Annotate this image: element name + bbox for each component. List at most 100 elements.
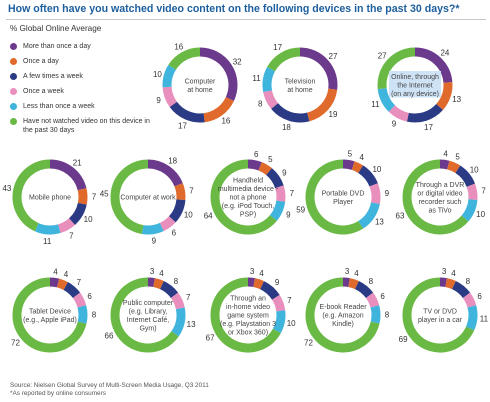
donut-segment bbox=[110, 159, 149, 234]
value-label: 32 bbox=[233, 57, 242, 66]
donut-segment bbox=[305, 159, 364, 235]
value-label: 8 bbox=[174, 277, 179, 286]
donut-segment bbox=[271, 294, 286, 312]
value-label: 72 bbox=[11, 338, 20, 347]
value-label: 27 bbox=[378, 52, 387, 61]
donut-segment bbox=[171, 307, 186, 337]
value-label: 18 bbox=[282, 123, 291, 132]
donut-segment bbox=[267, 47, 301, 72]
donut-segment bbox=[147, 277, 155, 288]
value-label: 7 bbox=[92, 192, 97, 201]
value-label: 67 bbox=[206, 333, 215, 342]
value-label: 3 bbox=[345, 267, 350, 276]
source-line: Source: Nielsen Global Survey of Multi-S… bbox=[10, 382, 209, 389]
donut-segment bbox=[147, 159, 183, 187]
donut-segment bbox=[170, 292, 185, 310]
value-label: 16 bbox=[174, 42, 183, 51]
value-label: 43 bbox=[2, 184, 11, 193]
donut-segment bbox=[445, 278, 456, 290]
value-label: 8 bbox=[466, 277, 471, 286]
donut-chart: 3 4 97 10 67 Through an in-home video game syst… bbox=[206, 267, 296, 353]
donut-segment bbox=[77, 305, 88, 324]
chart-center-label: Computer at home bbox=[185, 78, 216, 94]
value-label: 5 bbox=[348, 150, 353, 159]
donut-segment bbox=[12, 159, 51, 232]
value-label: 21 bbox=[73, 158, 82, 167]
value-label: 3 bbox=[150, 267, 155, 276]
donut-segment bbox=[263, 90, 279, 109]
donut-segment bbox=[348, 278, 359, 290]
value-label: 19 bbox=[329, 110, 338, 119]
value-label: 6 bbox=[172, 229, 177, 238]
legend: More than once a day Once a day A few ti… bbox=[10, 42, 150, 141]
donut-segment bbox=[110, 277, 179, 353]
value-label: 10 bbox=[470, 165, 479, 174]
donut-segment bbox=[68, 202, 87, 225]
value-label: 9 bbox=[275, 278, 280, 287]
chart-center-label: E-book Reader (e.g. Amazon Kindle) bbox=[319, 304, 367, 328]
legend-label: Once a week bbox=[23, 88, 64, 95]
donut-segment bbox=[354, 280, 374, 299]
donut-segment bbox=[258, 162, 272, 176]
value-label: 10 bbox=[84, 215, 93, 224]
label-highlight bbox=[389, 71, 441, 98]
donut-segment bbox=[461, 198, 478, 222]
value-label: 7 bbox=[77, 278, 82, 287]
donut-segment bbox=[439, 277, 447, 288]
donut-chart: 5 4 10 9 13 59 Portable DVD Player bbox=[296, 150, 390, 235]
value-label: 9 bbox=[392, 120, 397, 129]
value-label: 4 bbox=[359, 153, 364, 162]
value-label: 9 bbox=[286, 211, 291, 220]
donut-segment bbox=[210, 277, 281, 353]
donut-segment bbox=[153, 278, 164, 290]
donut-segment bbox=[406, 103, 443, 123]
value-label: 10 bbox=[476, 210, 485, 219]
donut-chart: 24 13 17 9 11 27 Online, through the Internet (o… bbox=[371, 47, 462, 132]
donut-segment bbox=[34, 223, 61, 235]
legend-label: Less than once a week bbox=[23, 103, 95, 110]
donut-segment bbox=[305, 277, 380, 353]
donut-chart: 3 4 868 72 E-book Reader (e.g. Amazon Kindle) bbox=[304, 267, 390, 353]
value-label: 6 bbox=[477, 292, 482, 301]
donut-segment bbox=[455, 165, 476, 188]
value-label: 10 bbox=[372, 165, 381, 174]
donut-segment bbox=[365, 292, 380, 308]
donut-segment bbox=[446, 160, 461, 174]
chart-center-label: Handheld multimedia device -not a phone (e… bbox=[218, 178, 279, 219]
value-label: 6 bbox=[87, 292, 92, 301]
value-label: 4 bbox=[354, 269, 359, 278]
donut-segment bbox=[77, 188, 88, 205]
donut-segment bbox=[306, 88, 338, 122]
value-label: 27 bbox=[329, 52, 338, 61]
value-label: 5 bbox=[455, 153, 460, 162]
value-label: 7 bbox=[189, 187, 194, 196]
donut-segment bbox=[162, 86, 178, 108]
value-label: 11 bbox=[43, 237, 52, 246]
donut-segment bbox=[159, 280, 179, 299]
value-label: 9 bbox=[156, 96, 161, 105]
footnote-line: *As reported by online consumers bbox=[10, 390, 106, 397]
legend-item: Have not watched video on this device in… bbox=[10, 117, 150, 135]
source-note: Source: Nielsen Global Survey of Multi-S… bbox=[10, 382, 209, 398]
donut-segment bbox=[168, 47, 201, 70]
legend-swatch bbox=[10, 43, 17, 50]
donut-segment bbox=[12, 277, 87, 353]
donut-segment bbox=[465, 305, 478, 331]
value-label: 24 bbox=[440, 49, 449, 58]
donut-segment bbox=[56, 278, 68, 291]
donut-segment bbox=[49, 277, 60, 288]
value-label: 17 bbox=[273, 43, 282, 52]
donut-segment bbox=[57, 218, 76, 233]
legend-label: Once a day bbox=[23, 58, 59, 65]
donut-segment bbox=[342, 277, 350, 288]
value-label: 13 bbox=[452, 95, 461, 104]
value-label: 4 bbox=[53, 267, 58, 276]
value-label: 72 bbox=[304, 338, 313, 347]
value-label: 10 bbox=[287, 319, 296, 328]
value-label: 7 bbox=[287, 296, 292, 305]
chart-title: How often have you watched video content… bbox=[8, 3, 460, 15]
donut-segment bbox=[265, 168, 284, 189]
legend-item: A few times a week bbox=[10, 72, 150, 81]
legend-swatch bbox=[10, 88, 17, 95]
value-label: 45 bbox=[100, 189, 109, 198]
